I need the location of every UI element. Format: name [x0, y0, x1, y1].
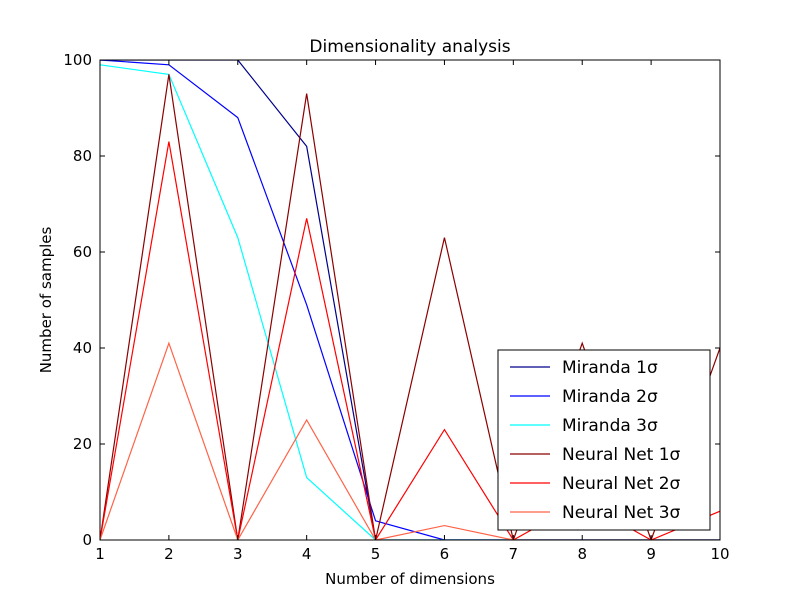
- x-tick-label: 4: [302, 545, 312, 563]
- x-tick-label: 1: [95, 545, 105, 563]
- legend-box: [497, 349, 711, 531]
- legend: Miranda 1σ Miranda 2σ Miranda 3σ Neural Net…: [497, 349, 711, 531]
- chart-title: Dimensionality analysis: [309, 37, 510, 57]
- x-tick-label: 6: [440, 545, 450, 563]
- series-line-neural-net-3sigma: [100, 341, 720, 540]
- x-tick-label: 2: [164, 545, 174, 563]
- y-tick-label: 40: [73, 339, 92, 357]
- legend-label-miranda-2sigma: Miranda 2σ: [562, 387, 658, 407]
- x-tick-label: 5: [371, 545, 381, 563]
- y-tick-label: 20: [73, 435, 92, 453]
- y-tick-label: 80: [73, 147, 92, 165]
- x-tick-label: 8: [577, 545, 587, 563]
- y-tick-label: 0: [82, 531, 92, 549]
- y-axis-label: Number of samples: [37, 227, 55, 374]
- legend-label-miranda-1sigma: Miranda 1σ: [562, 358, 658, 378]
- x-tick-label: 10: [710, 545, 729, 563]
- y-tick-label: 100: [63, 51, 92, 69]
- x-tick-label: 7: [509, 545, 519, 563]
- plot-lines: [100, 60, 720, 540]
- x-axis-label: Number of dimensions: [325, 570, 495, 588]
- y-tick-label: 60: [73, 243, 92, 261]
- series-line-miranda-2sigma: [100, 60, 720, 540]
- legend-label-neural-net-1sigma: Neural Net 1σ: [562, 445, 681, 465]
- x-tick-label: 9: [646, 545, 656, 563]
- series-line-miranda-3sigma: [100, 64, 720, 540]
- legend-label-neural-net-3sigma: Neural Net 3σ: [562, 503, 681, 523]
- legend-label-miranda-3sigma: Miranda 3σ: [562, 416, 658, 436]
- legend-label-neural-net-2sigma: Neural Net 2σ: [562, 474, 681, 494]
- x-tick-label: 3: [233, 545, 243, 563]
- plot-frame: [99, 59, 721, 541]
